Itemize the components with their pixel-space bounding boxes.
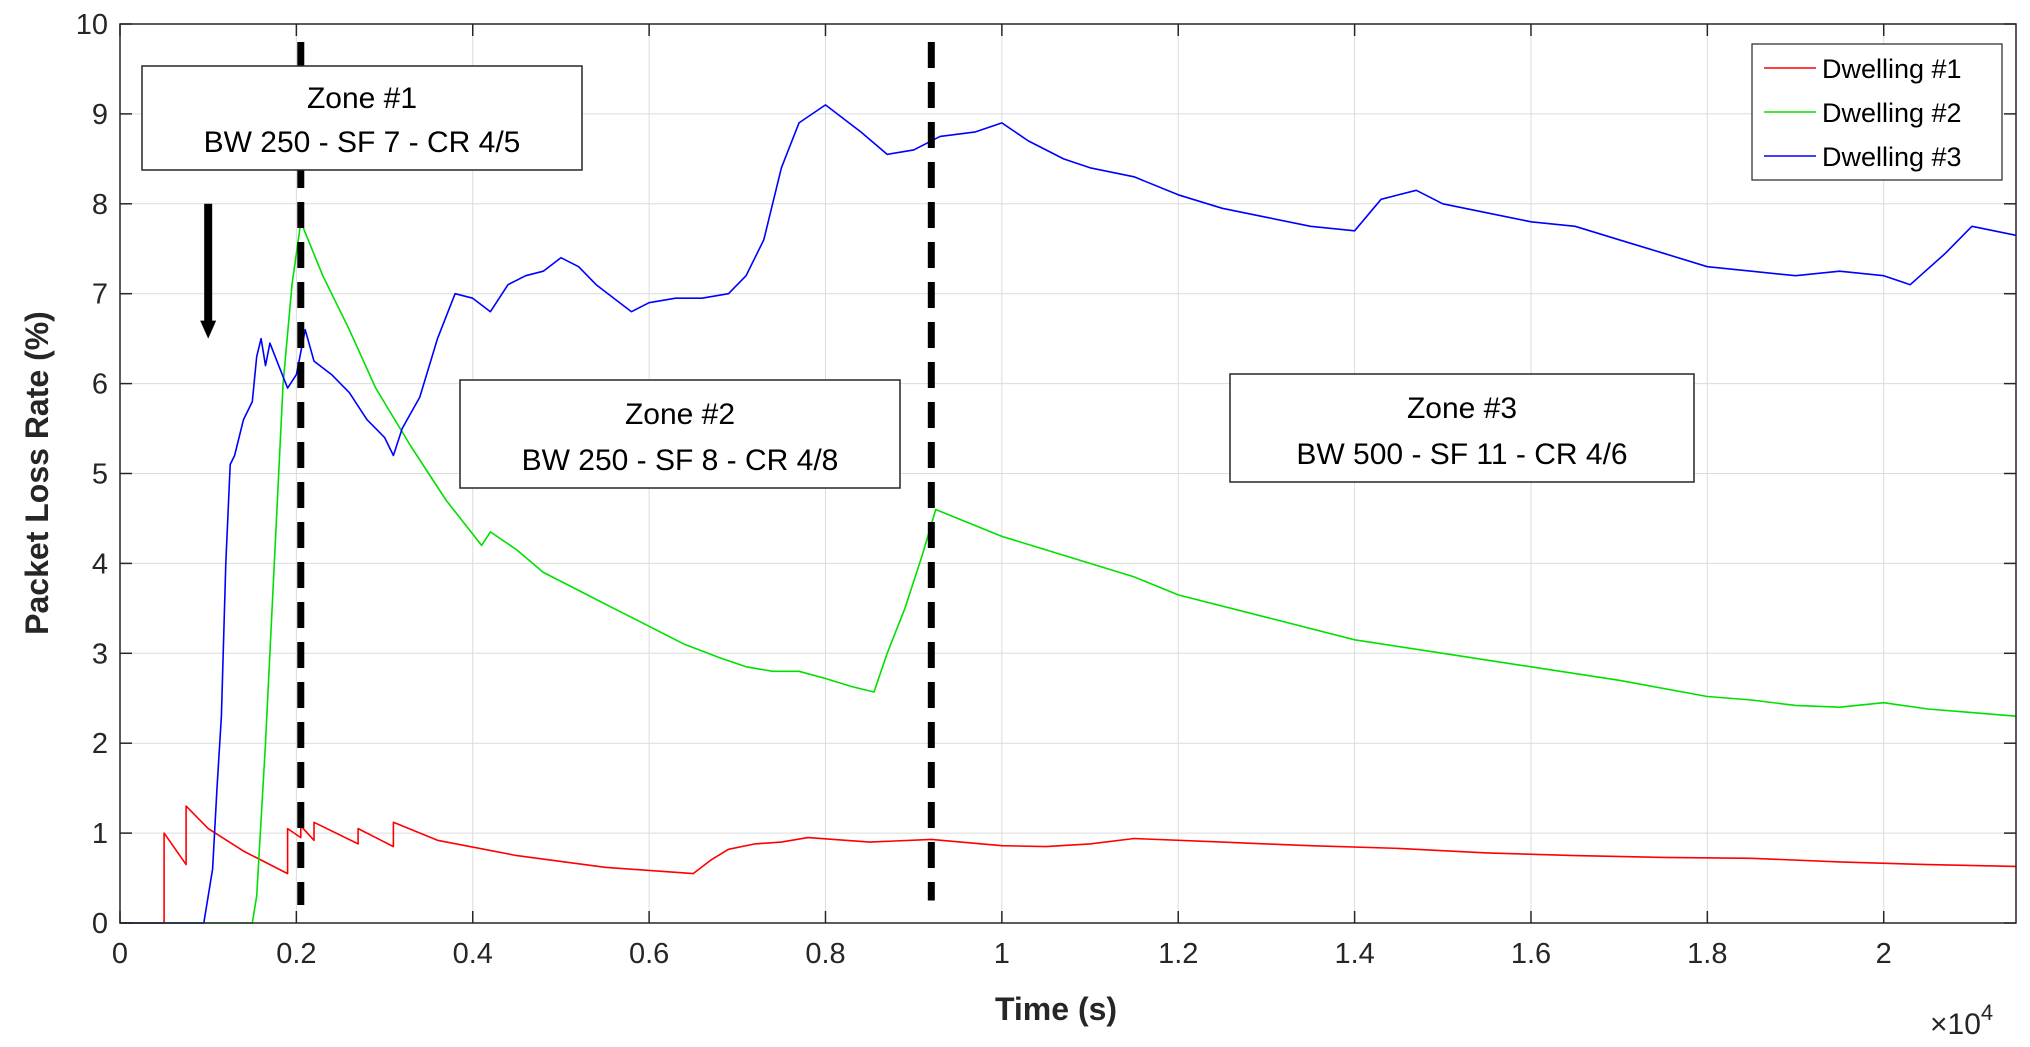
legend-label-dwelling-2: Dwelling #2 xyxy=(1822,98,1962,128)
x-tick-label: 1.6 xyxy=(1511,938,1551,970)
y-tick-label: 5 xyxy=(92,459,108,491)
legend-label-dwelling-3: Dwelling #3 xyxy=(1822,142,1962,172)
zone-1-annotation: Zone #1 BW 250 - SF 7 - CR 4/5 xyxy=(141,65,583,171)
zone-3-params: BW 500 - SF 11 - CR 4/6 xyxy=(1296,438,1627,471)
y-tick-label: 4 xyxy=(92,548,108,580)
x-tick-label: 0.6 xyxy=(629,938,669,970)
zone-3-box xyxy=(1229,373,1695,483)
y-tick-label: 2 xyxy=(92,728,108,760)
x-tick-label: 0 xyxy=(112,938,128,970)
series-line-dwelling-3 xyxy=(120,104,2017,924)
x-exponent-base: ×10 xyxy=(1930,1008,1981,1041)
zone-2-box xyxy=(459,379,901,489)
x-tick-label: 0.8 xyxy=(805,938,845,970)
x-tick-label: 1.2 xyxy=(1158,938,1198,970)
zone-3-title: Zone #3 xyxy=(1407,392,1517,425)
x-tick-label: 1.4 xyxy=(1334,938,1374,970)
y-tick-label: 9 xyxy=(92,99,108,131)
zone-1-title: Zone #1 xyxy=(307,82,417,115)
zone-markers xyxy=(200,41,935,906)
y-tick-label: 6 xyxy=(92,369,108,401)
zone-2-params: BW 250 - SF 8 - CR 4/8 xyxy=(522,444,839,477)
y-tick-label: 7 xyxy=(92,279,108,311)
x-exponent-label: ×104 xyxy=(1930,1000,1993,1041)
y-tick-label: 0 xyxy=(92,908,108,940)
x-axis-label: Time (s) xyxy=(995,991,1117,1027)
axis-ticks: 0 0.2 0.4 0.6 0.8 1 1.2 1.4 1.6 1.8 2 0 1 2 3 4 5 6 7 8 9 10 xyxy=(76,9,2016,970)
zone-1-params: BW 250 - SF 7 - CR 4/5 xyxy=(204,126,521,159)
x-tick-label: 2 xyxy=(1876,938,1892,970)
x-tick-label: 0.2 xyxy=(276,938,316,970)
zone-1-box xyxy=(141,65,583,171)
y-tick-label: 1 xyxy=(92,818,108,850)
x-tick-label: 0.4 xyxy=(453,938,493,970)
x-tick-label: 1 xyxy=(994,938,1010,970)
y-axis-label: Packet Loss Rate (%) xyxy=(19,311,55,635)
y-tick-label: 8 xyxy=(92,189,108,221)
zone-3-annotation: Zone #3 BW 500 - SF 11 - CR 4/6 xyxy=(1229,373,1695,483)
x-tick-label: 1.8 xyxy=(1687,938,1727,970)
legend: Dwelling #1 Dwelling #2 Dwelling #3 xyxy=(1751,43,2003,181)
data-series xyxy=(120,104,2017,924)
zone-2-annotation: Zone #2 BW 250 - SF 8 - CR 4/8 xyxy=(459,379,901,489)
y-tick-label: 3 xyxy=(92,638,108,670)
series-line-dwelling-2 xyxy=(120,221,2017,924)
grid-lines xyxy=(120,24,2016,923)
arrow-head xyxy=(200,320,217,339)
y-tick-label: 10 xyxy=(76,9,108,41)
series-line-dwelling-1 xyxy=(120,805,2017,924)
zone-2-title: Zone #2 xyxy=(625,398,735,431)
legend-label-dwelling-1: Dwelling #1 xyxy=(1822,54,1962,84)
x-exponent-power: 4 xyxy=(1981,1000,1993,1025)
